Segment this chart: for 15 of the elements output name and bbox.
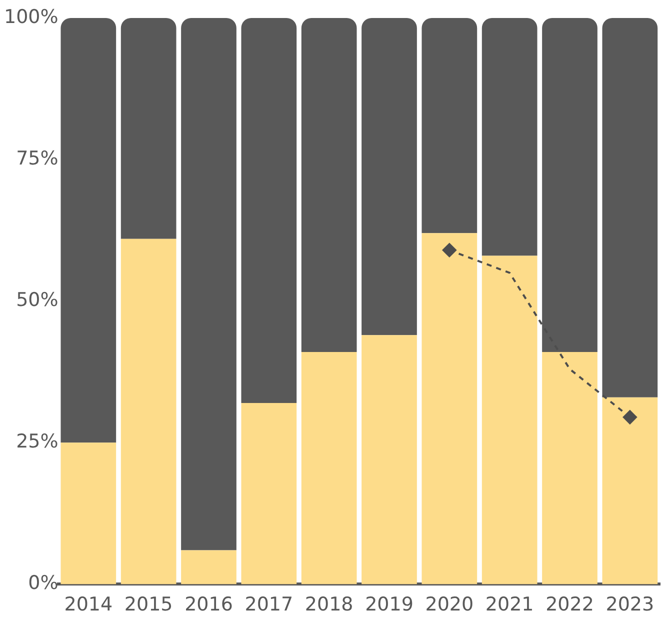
- x-tick-label: 2021: [485, 594, 534, 616]
- x-tick-label: 2022: [546, 594, 594, 616]
- y-tick-label: 25%: [16, 430, 58, 453]
- x-tick-label: 2018: [304, 594, 354, 616]
- x-tick-label: 2015: [124, 594, 173, 616]
- y-tick-label: 100%: [4, 6, 58, 28]
- x-tick-label: 2019: [365, 594, 414, 616]
- y-tick-label: 50%: [16, 289, 58, 312]
- x-tick-label: 2014: [64, 594, 113, 616]
- y-tick-label: 75%: [16, 147, 58, 170]
- x-tick-label: 2016: [184, 594, 233, 616]
- y-tick-label: 0%: [28, 572, 58, 594]
- x-tick-label: 2020: [425, 594, 474, 616]
- x-tick-label: 2017: [244, 594, 294, 616]
- x-tick-label: 2023: [606, 594, 654, 616]
